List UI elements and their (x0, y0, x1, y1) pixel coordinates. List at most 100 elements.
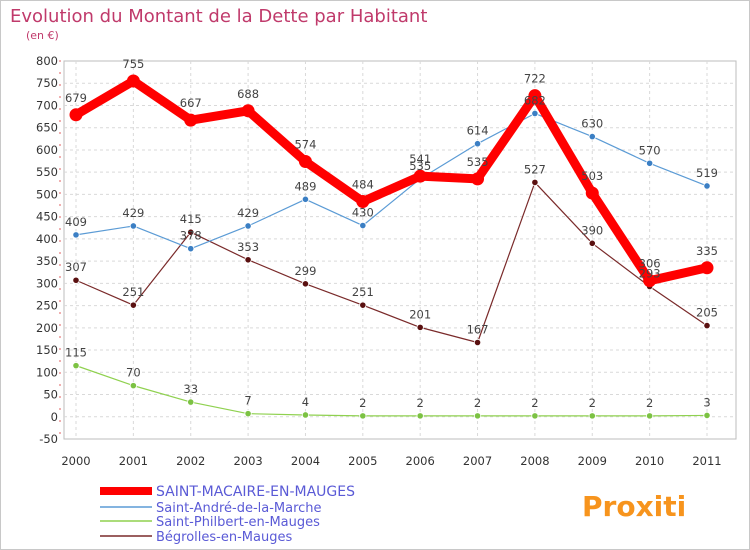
data-point (69, 108, 83, 122)
data-point (413, 169, 427, 183)
data-point (244, 256, 252, 264)
data-label: 484 (352, 178, 374, 192)
y-tick-label: 550 (36, 165, 58, 179)
data-point (359, 301, 367, 309)
data-label: 415 (180, 212, 202, 226)
y-tick-label: 400 (36, 232, 58, 246)
data-label: 519 (696, 166, 718, 180)
y-tick-label: 200 (36, 321, 58, 335)
data-point (416, 323, 424, 331)
data-label: 429 (237, 206, 259, 220)
data-label: 390 (581, 223, 603, 237)
data-point (126, 74, 140, 88)
legend: SAINT-MACAIRE-EN-MAUGESSaint-André-de-la… (100, 484, 355, 545)
legend-label: SAINT-MACAIRE-EN-MAUGES (156, 484, 355, 500)
data-point (359, 221, 367, 230)
data-point (72, 362, 80, 370)
data-label: 7 (244, 394, 251, 408)
data-label: 409 (65, 215, 87, 229)
data-point (588, 412, 596, 420)
data-label: 299 (294, 264, 316, 278)
data-point (298, 155, 312, 169)
data-label: 353 (237, 240, 259, 254)
data-label: 755 (122, 57, 144, 71)
x-tick-label: 2005 (348, 454, 377, 468)
data-point (416, 412, 424, 420)
legend-label: Bégrolles-en-Mauges (156, 530, 292, 545)
x-tick-label: 2006 (406, 454, 435, 468)
data-point (244, 410, 252, 418)
data-point (473, 412, 482, 420)
data-point (473, 338, 482, 347)
data-point (129, 382, 137, 390)
series-line (71, 76, 712, 286)
data-point (646, 412, 654, 420)
chart-title: Evolution du Montant de la Dette par Hab… (10, 6, 427, 27)
axes: -50 0 50 100 150 200 250 300 350 400 450 500 550 600 6… (36, 54, 722, 468)
y-tick-label: 350 (36, 254, 58, 268)
data-point (187, 398, 195, 406)
y-tick-label: -50 (39, 432, 58, 446)
y-tick-label: 150 (36, 343, 58, 357)
data-point (241, 104, 255, 118)
data-point (244, 222, 252, 230)
x-tick-label: 2007 (463, 454, 492, 468)
data-label: 503 (581, 169, 603, 183)
data-label: 722 (524, 72, 546, 86)
legend-label: Saint-Philbert-en-Mauges (156, 515, 320, 530)
data-point (588, 239, 596, 247)
data-label: 70 (126, 366, 141, 380)
data-point (129, 222, 137, 230)
data-label: 2 (589, 396, 596, 410)
data-label: 4 (302, 395, 309, 409)
data-label: 378 (180, 229, 202, 243)
data-point (356, 195, 370, 209)
data-point (703, 182, 711, 190)
data-label: 251 (352, 285, 374, 299)
y-tick-label: 700 (36, 98, 58, 112)
data-label: 205 (696, 306, 718, 320)
data-label: 293 (639, 266, 661, 280)
y-tick-label: 600 (36, 143, 58, 157)
data-point (301, 195, 310, 203)
data-point (646, 159, 654, 167)
data-label: 667 (180, 96, 202, 110)
proxiti-logo: Proxiti (582, 490, 686, 523)
data-point (585, 186, 599, 200)
data-label: 630 (581, 117, 603, 131)
x-tick-label: 2004 (291, 454, 320, 468)
x-tick-label: 2008 (520, 454, 549, 468)
x-tick-label: 2009 (578, 454, 607, 468)
data-point (301, 411, 310, 419)
data-point (301, 280, 310, 288)
y-tick-label: 450 (36, 210, 58, 224)
data-label: 3 (703, 395, 710, 409)
series-line (75, 112, 708, 250)
chart-subtitle: (en €) (26, 29, 59, 42)
x-tick-label: 2003 (233, 454, 262, 468)
data-point (528, 89, 542, 103)
x-tick-label: 2001 (119, 454, 148, 468)
data-point (531, 178, 539, 187)
data-label: 535 (467, 155, 489, 169)
y-tick-label: 500 (36, 187, 58, 201)
data-point (703, 411, 711, 420)
series (69, 74, 714, 420)
data-label: 430 (352, 206, 374, 220)
data-label: 574 (294, 138, 316, 152)
y-tick-label: 300 (36, 276, 58, 290)
data-label: 570 (639, 143, 661, 157)
y-tick-label: 50 (43, 388, 58, 402)
data-label: 251 (122, 285, 144, 299)
grid (63, 60, 737, 440)
data-label: 306 (639, 257, 661, 271)
data-label: 2 (474, 396, 481, 410)
data-label: 429 (122, 206, 144, 220)
data-point (72, 231, 80, 239)
plot-area (63, 60, 737, 440)
data-point (473, 140, 482, 148)
data-label: 33 (183, 382, 198, 396)
data-point (588, 133, 596, 141)
